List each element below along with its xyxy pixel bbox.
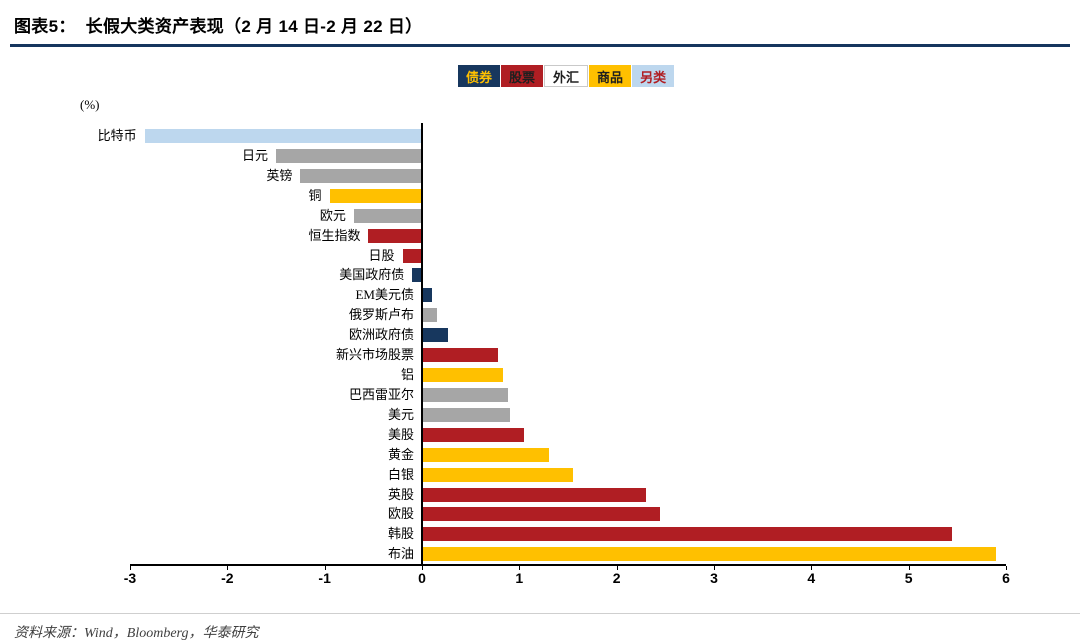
x-axis-tick: [811, 566, 813, 570]
x-axis-tick-label: -3: [123, 570, 137, 586]
bar: [368, 228, 422, 243]
category-label: 美国政府债: [339, 267, 405, 283]
chart-legend: 债券 股票 外汇 商品 另类: [458, 65, 675, 87]
x-axis-tick: [1006, 566, 1007, 570]
bar: [422, 348, 498, 363]
x-axis-tick: [324, 566, 326, 570]
category-label: 日元: [241, 147, 268, 163]
bar: [353, 208, 422, 223]
x-axis-tick-label: 3: [710, 570, 718, 586]
bar: [422, 487, 646, 502]
source-note: 资料来源：Wind，Bloomberg，华泰研究: [0, 613, 1080, 644]
figure-title-row: 图表5： 长假大类资产表现（2 月 14 日-2 月 22 日）: [0, 0, 1080, 37]
legend-item: 另类: [632, 65, 675, 87]
axis-unit-label: (%): [80, 97, 100, 112]
bar: [300, 168, 422, 183]
x-axis-tick-label: 4: [807, 570, 816, 586]
category-label: 英股: [387, 486, 414, 502]
legend-item: 债券: [458, 65, 501, 87]
legend-item: 外汇: [544, 65, 589, 87]
category-label: 美股: [387, 426, 414, 442]
x-axis-tick: [908, 566, 910, 570]
category-label: 布油: [387, 546, 414, 562]
bar: [422, 547, 997, 562]
category-label: 美元: [387, 406, 414, 422]
bar: [422, 527, 953, 542]
category-label: 英镑: [266, 167, 293, 183]
x-axis-tick: [227, 566, 229, 570]
figure-number-label: 图表5：: [14, 17, 76, 36]
category-label: EM美元债: [355, 287, 414, 303]
category-label: 恒生指数: [308, 227, 361, 243]
x-axis-tick-label: 0: [418, 570, 426, 586]
category-label: 欧股: [387, 506, 414, 522]
category-label: 欧洲政府债: [348, 327, 414, 343]
category-label: 俄罗斯卢布: [348, 307, 414, 323]
bar: [422, 427, 525, 442]
category-label: 巴西雷亚尔: [348, 386, 414, 402]
zero-axis-line: [421, 123, 423, 564]
category-label: 日股: [368, 247, 395, 263]
bar-chart: 债券 股票 外汇 商品 另类 (%) 比特币日元英镑铜欧元恒生指数 日股美国政府债 EM美元…: [0, 47, 1080, 599]
category-label: 新兴市场股票: [335, 347, 414, 363]
legend-item: 股票: [501, 65, 544, 87]
category-label: 欧元: [319, 207, 346, 223]
category-label: 比特币: [97, 128, 137, 143]
bar: [412, 268, 422, 283]
category-label: 白银: [387, 466, 414, 482]
x-axis-tick-label: -1: [318, 570, 331, 586]
x-axis-tick-label: 2: [612, 570, 621, 586]
title-underline: [10, 44, 1070, 47]
x-axis-tick: [616, 566, 618, 570]
bar: [422, 328, 449, 343]
bar: [422, 467, 573, 482]
bar: [422, 407, 510, 422]
x-axis-tick-label: -2: [221, 570, 234, 586]
x-axis-tick: [714, 566, 715, 570]
bar: [422, 387, 508, 402]
bar: [422, 507, 661, 522]
bar: [329, 188, 422, 203]
x-axis-tick-label: 5: [904, 570, 913, 586]
bar: [144, 129, 422, 143]
x-axis-tick: [130, 566, 131, 570]
x-axis-tick: [422, 566, 423, 570]
category-label: 铝: [400, 367, 414, 383]
bar: [422, 368, 503, 383]
bar: [422, 308, 437, 323]
x-axis-line: [130, 564, 1006, 566]
x-axis-tick: [519, 566, 521, 570]
bar: [422, 288, 432, 303]
category-label: 韩股: [387, 526, 414, 542]
category-label: 黄金: [387, 446, 414, 462]
x-axis-tick-label: 1: [515, 570, 524, 586]
bar: [276, 148, 422, 163]
bar: [402, 248, 422, 263]
category-label: 铜: [308, 187, 322, 203]
bar: [422, 447, 549, 462]
legend-item: 商品: [589, 65, 632, 87]
x-axis-tick-label: 6: [1002, 570, 1010, 586]
figure-title: 长假大类资产表现（2 月 14 日-2 月 22 日）: [85, 17, 423, 36]
